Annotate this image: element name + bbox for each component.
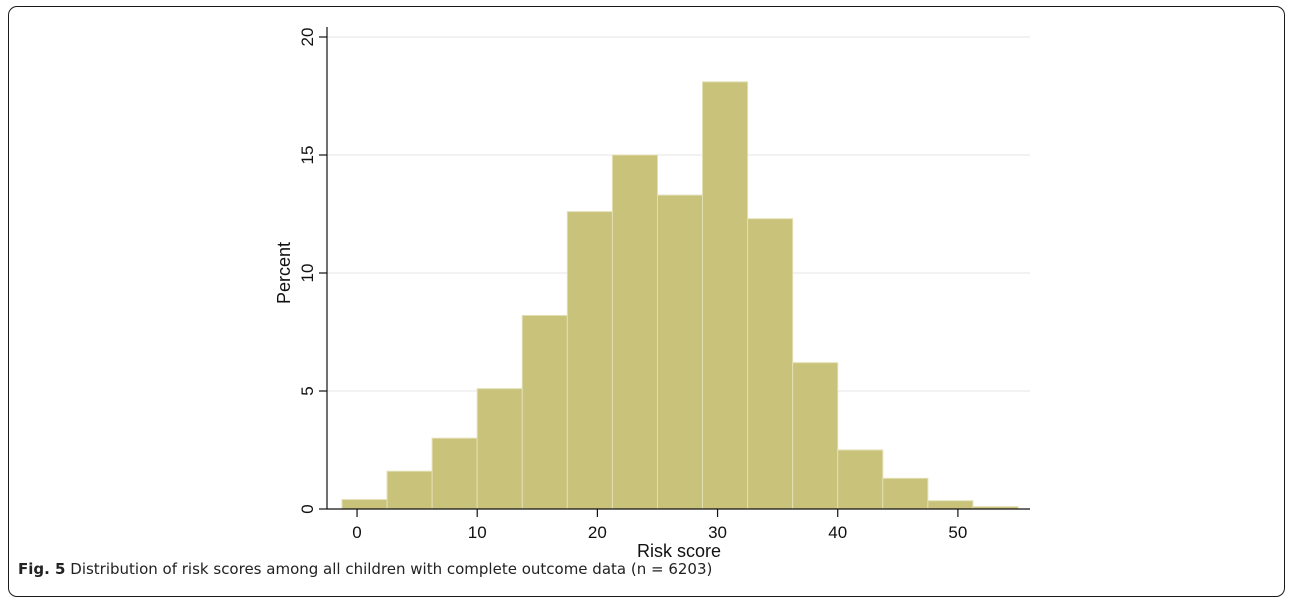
histogram-bar [521,314,568,510]
x-tick-label: 30 [708,523,727,542]
x-axis-title: Risk score [637,541,721,560]
axes: 0 5 10 15 20 0 10 20 30 40 50 [298,27,1030,542]
histogram-bar [702,81,749,510]
y-tick-label: 0 [298,504,317,513]
x-tick-label: 20 [588,523,607,542]
histogram-bar [747,218,794,510]
figure-caption: Fig. 5 Distribution of risk scores among… [18,560,712,578]
figure-label: Fig. 5 [18,560,66,578]
x-tick-label: 40 [828,523,847,542]
figure-frame [8,6,1285,597]
histogram-bar [792,362,839,510]
histogram-bar [476,388,523,510]
y-tick-label: 5 [298,386,317,395]
histogram-bar [341,499,388,510]
y-tick-label: 15 [298,146,317,165]
histogram-bar [386,470,433,510]
histogram-bar [927,500,974,510]
histogram-bar [837,449,884,510]
histogram-bar [611,154,658,510]
x-tick-label: 50 [948,523,967,542]
y-tick-label: 10 [298,264,317,283]
figure-caption-text: Distribution of risk scores among all ch… [70,560,713,578]
histogram-bar [656,194,704,510]
y-axis-title: Percent [274,242,294,304]
histogram-bar [566,211,613,510]
y-tick-label: 20 [298,28,317,47]
histogram-bar [882,477,929,510]
histogram-bar [431,437,478,510]
histogram-chart: 0 5 10 15 20 0 10 20 30 40 50 Risk score Percent [274,27,1030,560]
bars [341,81,1019,510]
x-tick-label: 0 [352,523,361,542]
x-tick-label: 10 [468,523,487,542]
